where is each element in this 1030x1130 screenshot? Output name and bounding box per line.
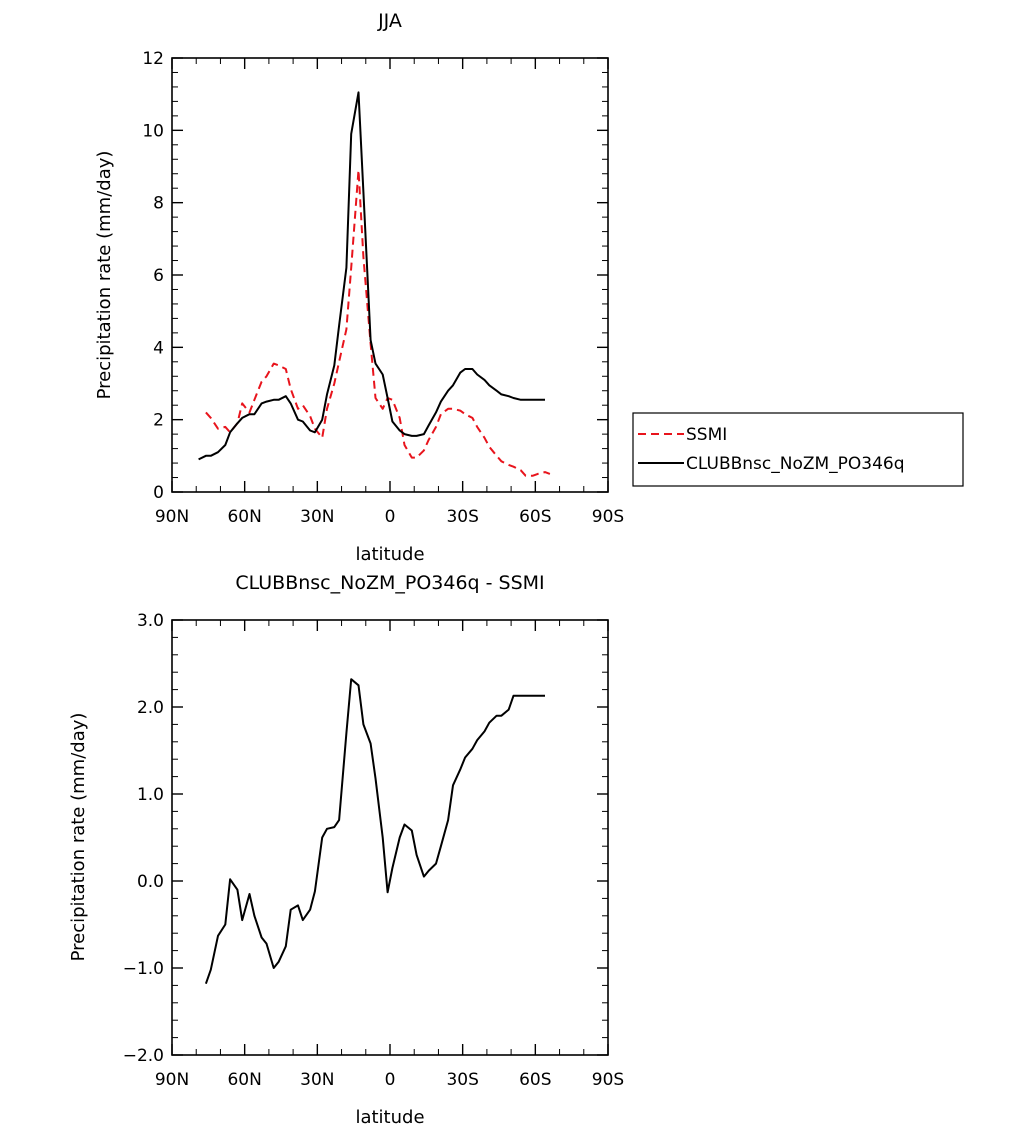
y-tick-label: −1.0 — [123, 959, 164, 979]
x-tick-label: 60S — [519, 507, 551, 527]
x-tick-label: 90N — [155, 1070, 189, 1090]
bottom-x-ticks: 90N 60N 30N 0 30S 60S 90S — [155, 620, 624, 1090]
x-tick-label: 30S — [446, 1070, 478, 1090]
bottom-panel: CLUBBnsc_NoZM_PO346q - SSMI −2.0 −1.0 0.0 1… — [68, 572, 624, 1128]
bottom-plot-frame — [171, 619, 609, 1056]
y-tick-label: 4 — [153, 338, 164, 358]
bottom-plot-lines — [204, 678, 545, 985]
top-chart-title: JJA — [377, 10, 402, 32]
top-y-axis-label: Precipitation rate (mm/day) — [94, 151, 115, 400]
y-tick-label: 0.0 — [137, 872, 164, 892]
x-tick-label: 90S — [592, 1070, 624, 1090]
x-tick-label: 30N — [300, 507, 334, 527]
top-x-axis-label: latitude — [355, 544, 424, 565]
y-tick-label: 10 — [142, 121, 164, 141]
x-tick-label: 60N — [227, 507, 261, 527]
bottom-y-ticks: −2.0 −1.0 0.0 1.0 2.0 3.0 — [123, 611, 608, 1066]
y-tick-label: −2.0 — [123, 1046, 164, 1066]
x-tick-label: 0 — [385, 1070, 396, 1090]
legend: SSMI CLUBBnsc_NoZM_PO346q — [632, 412, 964, 487]
top-series-line-clubbnsc-nozm-po346q — [198, 91, 545, 461]
x-tick-label: 30N — [300, 1070, 334, 1090]
x-tick-label: 0 — [385, 507, 396, 527]
top-y-ticks: 0 2 4 6 8 10 12 — [142, 49, 608, 503]
legend-box — [632, 412, 964, 487]
x-tick-label: 90S — [592, 507, 624, 527]
y-tick-label: 3.0 — [137, 611, 164, 631]
legend-label-ssmi: SSMI — [686, 425, 727, 445]
x-tick-label: 60S — [519, 1070, 551, 1090]
x-tick-label: 30S — [446, 507, 478, 527]
y-tick-label: 2.0 — [137, 698, 164, 718]
y-tick-label: 6 — [153, 266, 164, 286]
top-panel: JJA 0 2 4 6 8 10 12 90N 60N 30N 0 30S 60S 90S latitu… — [94, 10, 964, 565]
top-plot-frame — [171, 57, 609, 493]
y-tick-label: 1.0 — [137, 785, 164, 805]
y-tick-label: 12 — [142, 49, 164, 69]
y-tick-label: 0 — [153, 483, 164, 503]
y-tick-label: 8 — [153, 194, 164, 214]
bottom-series-line-0 — [204, 678, 545, 985]
bottom-y-axis-label: Precipitation rate (mm/day) — [68, 713, 89, 962]
x-tick-label: 90N — [155, 507, 189, 527]
legend-label-clubb: CLUBBnsc_NoZM_PO346q — [686, 454, 905, 474]
top-series-line-ssmi — [205, 169, 551, 477]
x-tick-label: 60N — [227, 1070, 261, 1090]
top-x-ticks: 90N 60N 30N 0 30S 60S 90S — [155, 58, 624, 527]
bottom-x-axis-label: latitude — [355, 1107, 424, 1128]
top-plot-lines — [198, 91, 551, 477]
y-tick-label: 2 — [153, 411, 164, 431]
bottom-chart-title: CLUBBnsc_NoZM_PO346q - SSMI — [235, 572, 544, 594]
